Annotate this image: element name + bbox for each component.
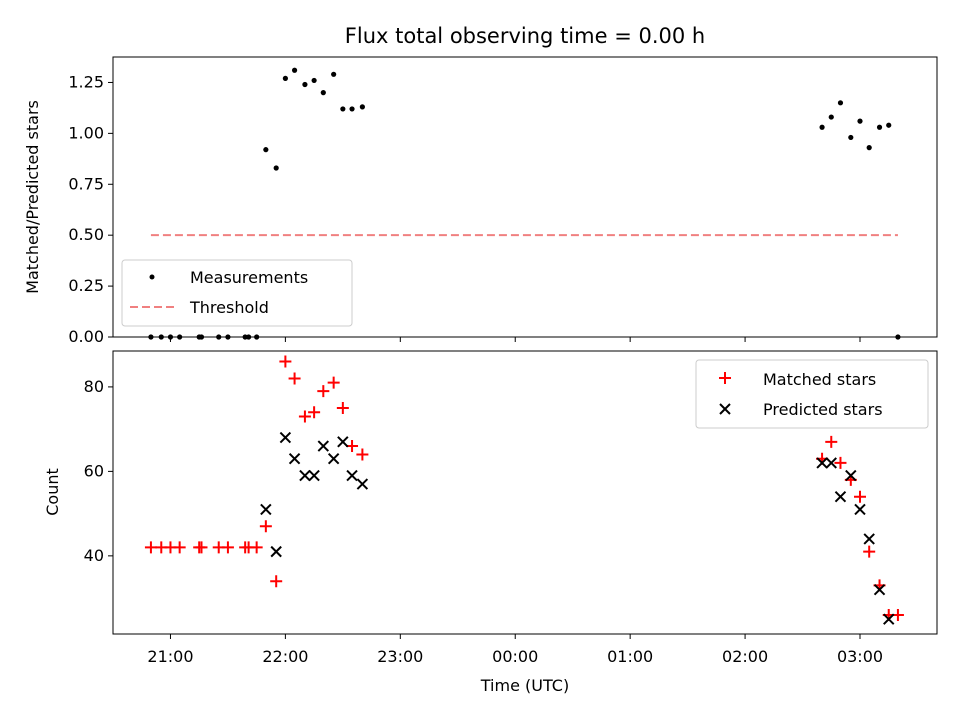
bottom-x-axis-ticks: 21:00 22:00 23:00 00:00 01:00 02:00 03:00 [147,634,883,666]
predicted-stars-point [845,469,857,482]
measurements-point [320,90,326,96]
top-y-tick-label: 1.00 [68,123,104,142]
top-y-tick-label: 0.25 [68,276,104,295]
matched-stars-point [834,456,847,469]
bottom-y-tick-label: 80 [84,377,104,396]
bottom-plot-frame [112,350,938,635]
matched-stars-point [279,355,292,368]
predicted-stars-point [834,491,847,503]
top-y-axis-ticks: 0.00 0.25 0.50 0.75 1.00 1.25 [68,72,113,346]
predicted-stars-point [317,440,330,452]
top-y-tick-label: 0.00 [68,327,104,346]
legend-matched-label: Matched stars [763,370,876,389]
measurements-point [282,75,288,81]
matched-stars-point [288,372,301,385]
measurements-point [331,71,337,77]
measurements-point [866,145,872,151]
top-y-tick-label: 0.75 [68,174,104,193]
measurements-point [349,106,355,112]
matched-stars-point [221,541,234,554]
measurements-point [848,134,854,141]
predicted-stars-point [883,613,895,625]
measurements-point [340,106,346,112]
measurements-point [311,77,317,84]
bottom-y-tick-label: 60 [84,461,104,480]
legend-measurements-marker [149,274,155,280]
measurements-point [359,104,365,110]
predicted-stars-point [873,583,886,596]
bottom-x-tick-label: 03:00 [837,647,883,666]
top-plot: 0.00 0.25 0.50 0.75 1.00 1.25 Matched/Predict… [23,56,938,346]
predicted-stars-point [288,453,301,465]
predicted-stars-point [308,469,320,482]
predicted-stars-point [299,469,311,482]
top-plot-frame [112,56,938,338]
bottom-x-tick-label: 22:00 [262,647,308,666]
matched-stars-point [298,410,311,423]
bottom-legend: Matched stars Predicted stars [695,359,929,429]
predicted-stars-point [863,533,875,545]
predicted-stars-point [816,457,828,469]
matched-stars-point [308,406,321,419]
measurements-point [291,67,298,73]
matched-stars-point [250,541,263,554]
predicted-stars-point [825,457,837,469]
bottom-plot-marks [144,355,904,625]
predicted-stars-point [270,545,282,558]
matched-stars-point [317,385,330,398]
top-y-tick-label: 0.50 [68,225,104,244]
measurements-point [857,118,863,124]
matched-stars-point [854,490,867,503]
legend-predicted-label: Predicted stars [763,400,883,419]
matched-stars-point [336,402,349,415]
bottom-x-axis-label: Time (UTC) [480,676,569,695]
bottom-x-tick-label: 00:00 [492,647,538,666]
measurements-point [828,114,834,120]
measurements-point [273,165,279,171]
bottom-x-tick-label: 01:00 [607,647,653,666]
legend-predicted-marker [719,403,731,415]
bottom-legend-box [695,359,929,429]
predicted-stars-point [356,478,369,490]
bottom-plot: 40 60 80 21:00 22:00 23:00 00:00 01:00 02:00 03:… [43,350,938,695]
bottom-y-tick-label: 40 [84,546,104,565]
matched-stars-point [259,520,272,533]
legend-measurements-label: Measurements [190,268,308,287]
matched-stars-point [863,545,876,558]
predicted-stars-point [337,436,349,448]
legend-matched-marker [719,372,731,384]
measurements-point [819,124,825,130]
measurements-point [302,81,308,88]
predicted-stars-point [854,503,866,516]
matched-stars-point [173,541,186,554]
top-legend-box [121,259,353,327]
top-plot-marks [148,67,901,340]
measurements-point [263,147,269,153]
top-x-axis-ticks [169,337,861,342]
measurements-point [886,122,892,128]
matched-stars-point [327,376,340,389]
matched-stars-point [195,541,208,554]
legend-threshold-label: Threshold [189,298,269,317]
bottom-x-tick-label: 23:00 [377,647,423,666]
predicted-stars-point [260,503,272,516]
matched-stars-point [270,575,283,588]
measurements-point [876,124,883,130]
top-y-tick-label: 1.25 [68,72,104,91]
bottom-y-axis-label: Count [43,468,62,516]
predicted-stars-point [327,453,340,465]
matched-stars-point [825,435,838,448]
predicted-stars-point [346,469,358,482]
top-y-axis-label: Matched/Predicted stars [23,100,42,294]
bottom-x-tick-label: 02:00 [722,647,768,666]
matched-stars-point [144,541,157,554]
matched-stars-point [356,448,369,461]
bottom-y-axis-ticks: 40 60 80 [84,377,113,565]
predicted-stars-point [279,431,292,444]
top-chart-title: Flux total observing time = 0.00 h [345,24,705,48]
bottom-x-tick-label: 21:00 [147,647,193,666]
top-legend: Measurements Threshold [121,259,353,327]
measurements-point [837,100,844,106]
